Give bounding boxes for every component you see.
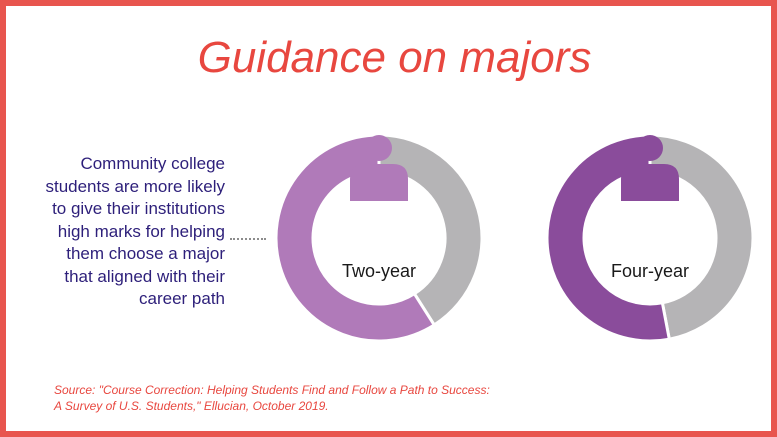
donut-slice-value (547, 135, 672, 341)
description-line: high marks for helping (57, 221, 225, 241)
donut-svg (276, 135, 482, 341)
donut-value-label: 59% (359, 232, 399, 253)
donut-value-label: 53% (630, 232, 670, 253)
person-head (637, 135, 663, 161)
description-line: career path (139, 289, 225, 308)
description-line: that aligned with their (64, 266, 225, 286)
donut-slice-remainder (377, 135, 482, 328)
donut-category-label: Four-year (610, 261, 690, 281)
description-text: Community college students are more like… (36, 153, 225, 311)
page-title: Guidance on majors (197, 33, 592, 82)
person-icon (621, 135, 679, 201)
person-body (621, 164, 679, 201)
donut-category-label: Two-year (341, 261, 417, 281)
donut-slice-value (276, 135, 437, 341)
description-line: students are more likely (45, 176, 225, 196)
source-citation: Source: "Course Correction: Helping Stud… (54, 382, 694, 414)
person-head (366, 135, 392, 161)
source-line: Source: "Course Correction: Helping Stud… (54, 383, 490, 397)
dotted-connector (230, 238, 266, 240)
description-line: Community college (80, 154, 225, 173)
person-icon (350, 135, 408, 201)
description-line: to give their institutions (52, 199, 225, 218)
description-line: them choose a major (66, 244, 225, 263)
person-body (350, 164, 408, 201)
donut-chart-four-year: 53% Four-year (547, 135, 753, 341)
donut-chart-two-year: 59% Two-year (276, 135, 482, 341)
donut-slice-remainder (648, 135, 753, 341)
donut-svg (547, 135, 753, 341)
source-line: A Survey of U.S. Students," Ellucian, Oc… (54, 399, 329, 413)
